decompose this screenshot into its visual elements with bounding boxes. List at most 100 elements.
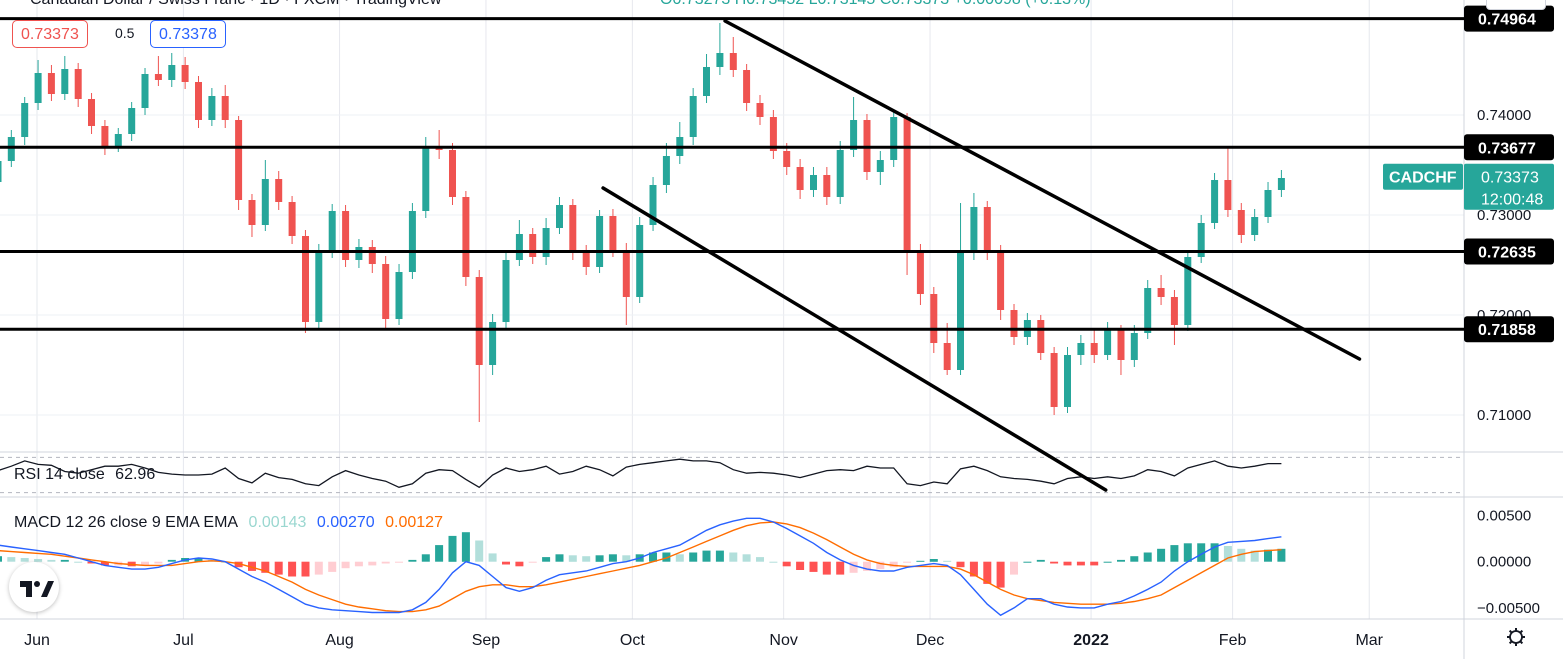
candlestick-series[interactable] <box>0 23 1285 422</box>
candle[interactable] <box>422 137 430 218</box>
candle[interactable] <box>903 113 911 275</box>
rsi-line[interactable] <box>0 458 1282 489</box>
candle[interactable] <box>1064 347 1071 413</box>
candle[interactable] <box>1050 347 1058 415</box>
candle[interactable] <box>997 245 1005 320</box>
candle[interactable] <box>556 197 563 234</box>
candle[interactable] <box>569 199 577 260</box>
candle[interactable] <box>502 252 510 328</box>
candle[interactable] <box>248 194 256 237</box>
candle[interactable] <box>756 95 764 125</box>
tradingview-logo-icon[interactable] <box>9 562 59 612</box>
candle[interactable] <box>1130 325 1138 367</box>
macd-signal-line[interactable] <box>0 521 1282 613</box>
macd-line[interactable] <box>0 517 1282 617</box>
candle[interactable] <box>382 256 390 328</box>
candle[interactable] <box>1277 170 1285 197</box>
candle[interactable] <box>823 167 831 205</box>
sell-price-button[interactable]: 0.73373 <box>12 20 88 48</box>
candle[interactable] <box>462 191 470 286</box>
candle[interactable] <box>649 177 657 231</box>
candle[interactable] <box>395 264 403 325</box>
candle[interactable] <box>1237 203 1245 243</box>
candle[interactable] <box>489 314 497 375</box>
macd-legend[interactable]: MACD 12 26 close 9 EMA EMA 0.00143 0.002… <box>14 514 449 532</box>
candle[interactable] <box>515 220 523 266</box>
candle[interactable] <box>154 56 162 86</box>
candle[interactable] <box>221 85 229 128</box>
candle[interactable] <box>315 244 323 329</box>
candle[interactable] <box>1157 275 1165 305</box>
candle[interactable] <box>542 218 550 265</box>
candle[interactable] <box>810 167 817 197</box>
candle[interactable] <box>181 57 189 89</box>
macd-pane[interactable] <box>0 517 1286 617</box>
candle[interactable] <box>34 60 42 110</box>
candle[interactable] <box>529 228 537 264</box>
candle[interactable] <box>743 64 751 111</box>
candle[interactable] <box>141 68 149 115</box>
horizontal-levels[interactable] <box>0 17 1464 331</box>
candle[interactable] <box>302 230 309 333</box>
candle[interactable] <box>261 160 269 231</box>
candle[interactable] <box>355 239 363 268</box>
candle[interactable] <box>943 323 951 375</box>
trendline-channel-lower[interactable] <box>601 186 1108 492</box>
candle[interactable] <box>328 204 336 258</box>
candle[interactable] <box>195 76 202 128</box>
candle[interactable] <box>408 203 416 279</box>
candle[interactable] <box>74 63 82 107</box>
candle[interactable] <box>1251 209 1259 241</box>
candle[interactable] <box>836 141 844 204</box>
rsi-legend[interactable]: RSI 14 close 62.96 <box>14 466 161 484</box>
candle[interactable] <box>582 245 590 275</box>
candle[interactable] <box>1211 173 1219 229</box>
candle[interactable] <box>1010 304 1018 345</box>
candle[interactable] <box>101 120 109 155</box>
candle[interactable] <box>235 116 243 210</box>
rsi-pane[interactable] <box>0 456 1464 494</box>
candle[interactable] <box>769 110 777 159</box>
candle[interactable] <box>1184 250 1192 331</box>
buy-price-button[interactable]: 0.73378 <box>150 20 226 48</box>
candle[interactable] <box>168 53 176 87</box>
candle[interactable] <box>1077 335 1085 365</box>
candle[interactable] <box>957 203 964 375</box>
candle[interactable] <box>1264 182 1272 223</box>
candle[interactable] <box>596 210 604 273</box>
candle[interactable] <box>689 88 697 145</box>
trendlines[interactable] <box>601 19 1362 492</box>
candle[interactable] <box>435 130 443 159</box>
candle[interactable] <box>128 102 136 141</box>
candle[interactable] <box>449 143 456 205</box>
candle[interactable] <box>275 171 283 210</box>
candle[interactable] <box>876 151 884 185</box>
candle[interactable] <box>475 270 483 422</box>
trendline-channel-upper[interactable] <box>723 19 1362 361</box>
candle[interactable] <box>288 196 296 244</box>
candle[interactable] <box>208 88 216 126</box>
candle[interactable] <box>21 97 29 145</box>
candle[interactable] <box>88 93 95 134</box>
candle[interactable] <box>916 244 924 305</box>
gear-icon[interactable] <box>1507 628 1525 646</box>
candle[interactable] <box>1117 325 1125 375</box>
candle[interactable] <box>716 23 724 75</box>
candle[interactable] <box>61 56 69 100</box>
candle[interactable] <box>0 154 2 190</box>
candle[interactable] <box>609 209 617 257</box>
candle[interactable] <box>1037 315 1045 360</box>
candle[interactable] <box>636 217 644 303</box>
candle[interactable] <box>729 37 737 77</box>
candle[interactable] <box>796 159 804 199</box>
candle[interactable] <box>890 110 898 167</box>
candle[interactable] <box>930 287 938 353</box>
time-axis[interactable]: Jun Jul Aug Sep Oct Nov Dec 2022 Feb Mar <box>24 628 1525 649</box>
candle[interactable] <box>47 65 55 101</box>
candle[interactable] <box>1170 290 1178 345</box>
candle[interactable] <box>703 54 710 103</box>
candle[interactable] <box>1090 329 1098 363</box>
candle[interactable] <box>676 122 684 164</box>
